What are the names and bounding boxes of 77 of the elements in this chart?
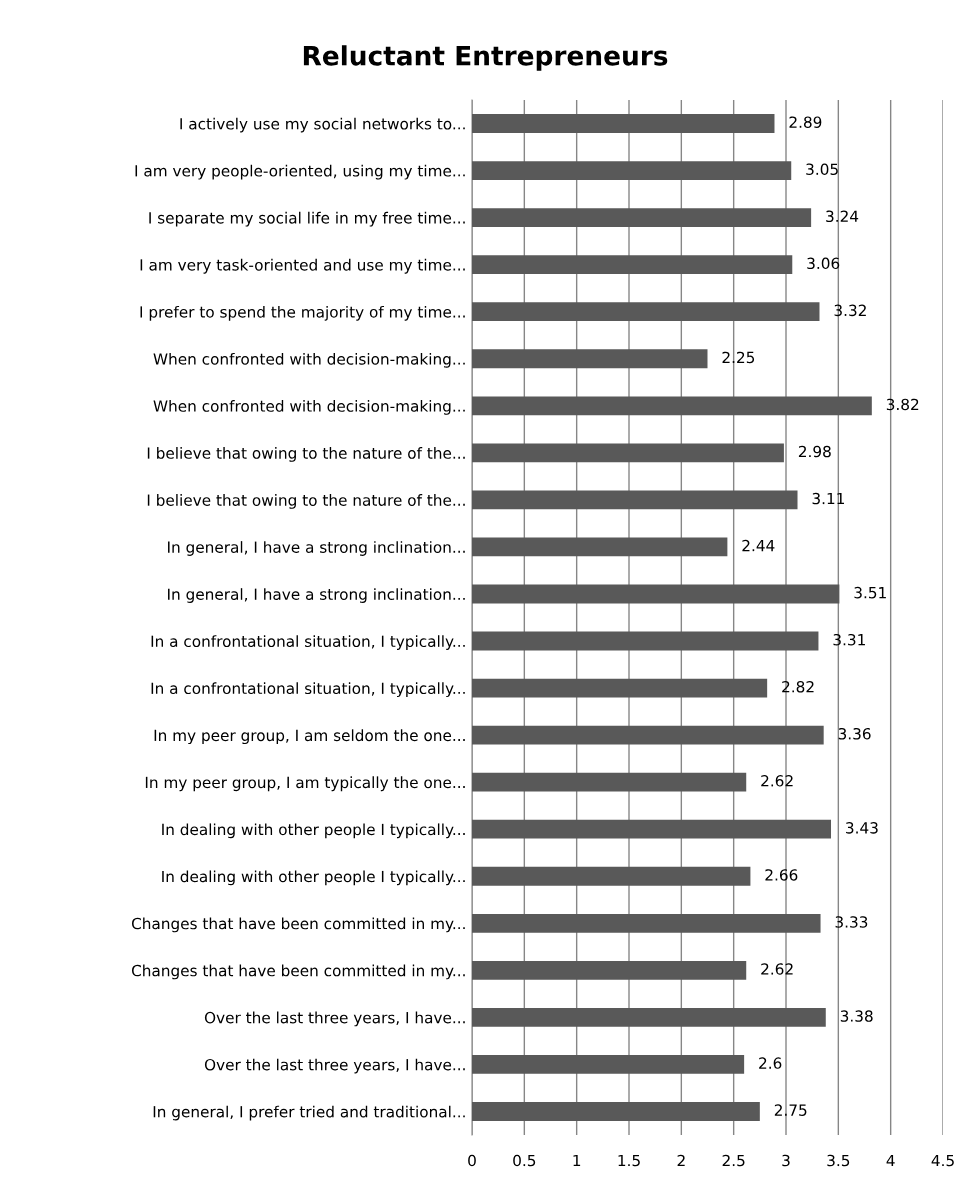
y-tick-label: I believe that owing to the nature of the... [147, 447, 465, 462]
bar [472, 725, 824, 745]
data-label: 3.06 [807, 257, 840, 270]
data-label: 2.82 [782, 680, 814, 693]
y-tick-label: In general, I prefer tried and traditional... [153, 1105, 465, 1121]
bar [472, 1102, 760, 1121]
bar [472, 302, 820, 322]
bar [472, 349, 708, 369]
data-label: 3.24 [826, 210, 859, 223]
x-tick-label: 1 [573, 1154, 581, 1167]
bar [472, 1055, 745, 1074]
y-tick-label: I separate my social life in my free time... [149, 211, 465, 227]
x-tick-label: 3.5 [827, 1154, 850, 1167]
chart-title: Reluctant Entrepreneurs [303, 45, 668, 71]
y-tick-label: In a confrontational situation, I typically... [151, 682, 465, 698]
y-tick-label: Changes that have been committed in my... [131, 917, 465, 933]
x-tick-label: 4 [886, 1154, 895, 1167]
x-tick-label: 0.5 [513, 1154, 536, 1167]
x-tick-label: 4.5 [931, 1154, 954, 1167]
bar [472, 913, 821, 933]
data-label: 3.51 [854, 586, 886, 599]
y-tick-label: I believe that owing to the nature of the... [147, 494, 465, 509]
data-label: 2.75 [774, 1104, 807, 1116]
bar [472, 537, 728, 557]
bar [472, 490, 798, 510]
data-label: 3.31 [833, 633, 865, 646]
y-tick-label: When confronted with decision-making... [153, 399, 465, 415]
y-tick-label: In dealing with other people I typically... [162, 823, 465, 839]
x-tick-label: 0 [468, 1154, 476, 1167]
data-label: 2.98 [798, 445, 831, 458]
data-label: 3.32 [834, 304, 866, 317]
x-tick-label: 2.5 [722, 1154, 745, 1167]
data-label: 3.05 [806, 163, 838, 175]
bar [472, 255, 793, 275]
data-label: 2.25 [722, 351, 755, 364]
data-label: 2.89 [789, 116, 822, 128]
bar [472, 208, 812, 228]
data-label: 3.11 [812, 492, 845, 505]
data-label: 2.6 [759, 1057, 782, 1069]
y-tick-label: I actively use my social networks to... [180, 117, 465, 133]
x-tick-label: 3 [782, 1154, 790, 1167]
bar [472, 584, 840, 604]
data-label: 2.62 [761, 963, 793, 975]
bar [472, 631, 819, 651]
data-label: 2.66 [765, 869, 798, 881]
y-tick-label: I am very task-oriented and use my time... [140, 258, 465, 274]
x-tick-label: 2 [677, 1154, 685, 1167]
bar [472, 960, 747, 980]
y-tick-label: I prefer to spend the majority of my time... [140, 305, 465, 321]
y-tick-label: In dealing with other people I typically... [162, 870, 465, 886]
bar [472, 819, 832, 839]
data-label: 3.38 [840, 1010, 873, 1022]
data-label: 3.82 [886, 398, 919, 411]
x-tick-label: 1.5 [618, 1154, 640, 1167]
y-tick-label: Changes that have been committed in my... [131, 964, 465, 980]
data-label: 3.43 [846, 822, 878, 834]
bar [472, 161, 792, 180]
bar [472, 678, 768, 698]
y-tick-label: In my peer group, I am typically the one... [145, 776, 465, 792]
y-tick-label: In general, I have a strong inclination... [168, 541, 465, 556]
y-tick-label: In a confrontational situation, I typically... [151, 635, 465, 650]
bar [472, 114, 775, 133]
bar [472, 866, 751, 886]
y-tick-label: When confronted with decision-making... [153, 352, 465, 368]
bar [472, 1007, 826, 1027]
bar [472, 443, 784, 463]
y-tick-label: In my peer group, I am seldom the one... [154, 729, 465, 745]
data-label: 3.36 [838, 727, 871, 740]
data-label: 3.33 [835, 916, 868, 928]
y-tick-label: In general, I have a strong inclination... [168, 588, 465, 603]
data-label: 2.62 [761, 775, 793, 787]
bar [472, 396, 872, 416]
data-label: 2.44 [742, 539, 775, 552]
bar [472, 772, 747, 792]
y-tick-label: I am very people-oriented, using my time... [135, 164, 465, 180]
y-tick-label: Over the last three years, I have... [204, 1058, 465, 1074]
y-tick-label: Over the last three years, I have... [204, 1011, 465, 1027]
